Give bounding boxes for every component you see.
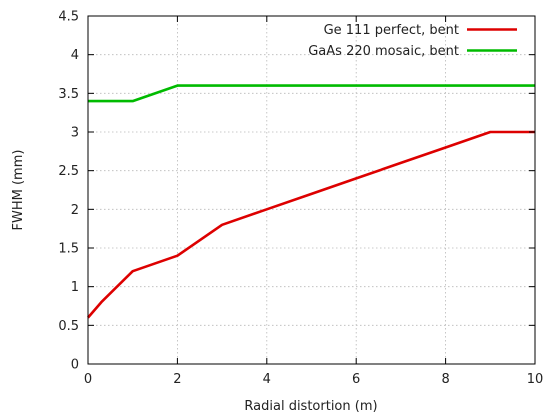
y-axis-label: FWHM (mm) — [11, 150, 26, 231]
y-tick-label: 1.5 — [58, 242, 79, 257]
legend-label: Ge 111 perfect, bent — [324, 23, 459, 38]
y-tick-label: 3.5 — [58, 87, 79, 102]
y-tick-label: 1 — [71, 280, 79, 295]
y-tick-label: 4 — [71, 48, 79, 63]
x-tick-label: 6 — [352, 372, 360, 387]
x-tick-label: 4 — [263, 372, 271, 387]
x-tick-label: 0 — [84, 372, 92, 387]
series-layer — [87, 84, 536, 319]
x-tick-label: 2 — [173, 372, 181, 387]
plot-frame — [87, 15, 536, 365]
x-tick-label: 8 — [441, 372, 449, 387]
y-tick-label: 0.5 — [58, 319, 79, 334]
legend: Ge 111 perfect, bent GaAs 220 mosaic, ben… — [308, 23, 517, 59]
y-tick-label: 3 — [71, 126, 79, 141]
series-line-1 — [88, 84, 535, 103]
y-tick-label: 2.5 — [58, 164, 79, 179]
y-tick-label: 4.5 — [58, 10, 79, 25]
grid — [88, 16, 535, 364]
y-tick-label: 0 — [71, 358, 79, 373]
x-tick-label: 10 — [527, 372, 543, 387]
axis-ticks: 0 0.5 1 1.5 2 2.5 3 3.5 4 4.5 0 2 4 6 8 10 — [58, 10, 543, 388]
x-axis-label: Radial distortion (m) — [244, 399, 377, 414]
series-line-0 — [87, 130, 535, 319]
legend-label: GaAs 220 mosaic, bent — [308, 44, 459, 59]
y-tick-label: 2 — [71, 203, 79, 218]
